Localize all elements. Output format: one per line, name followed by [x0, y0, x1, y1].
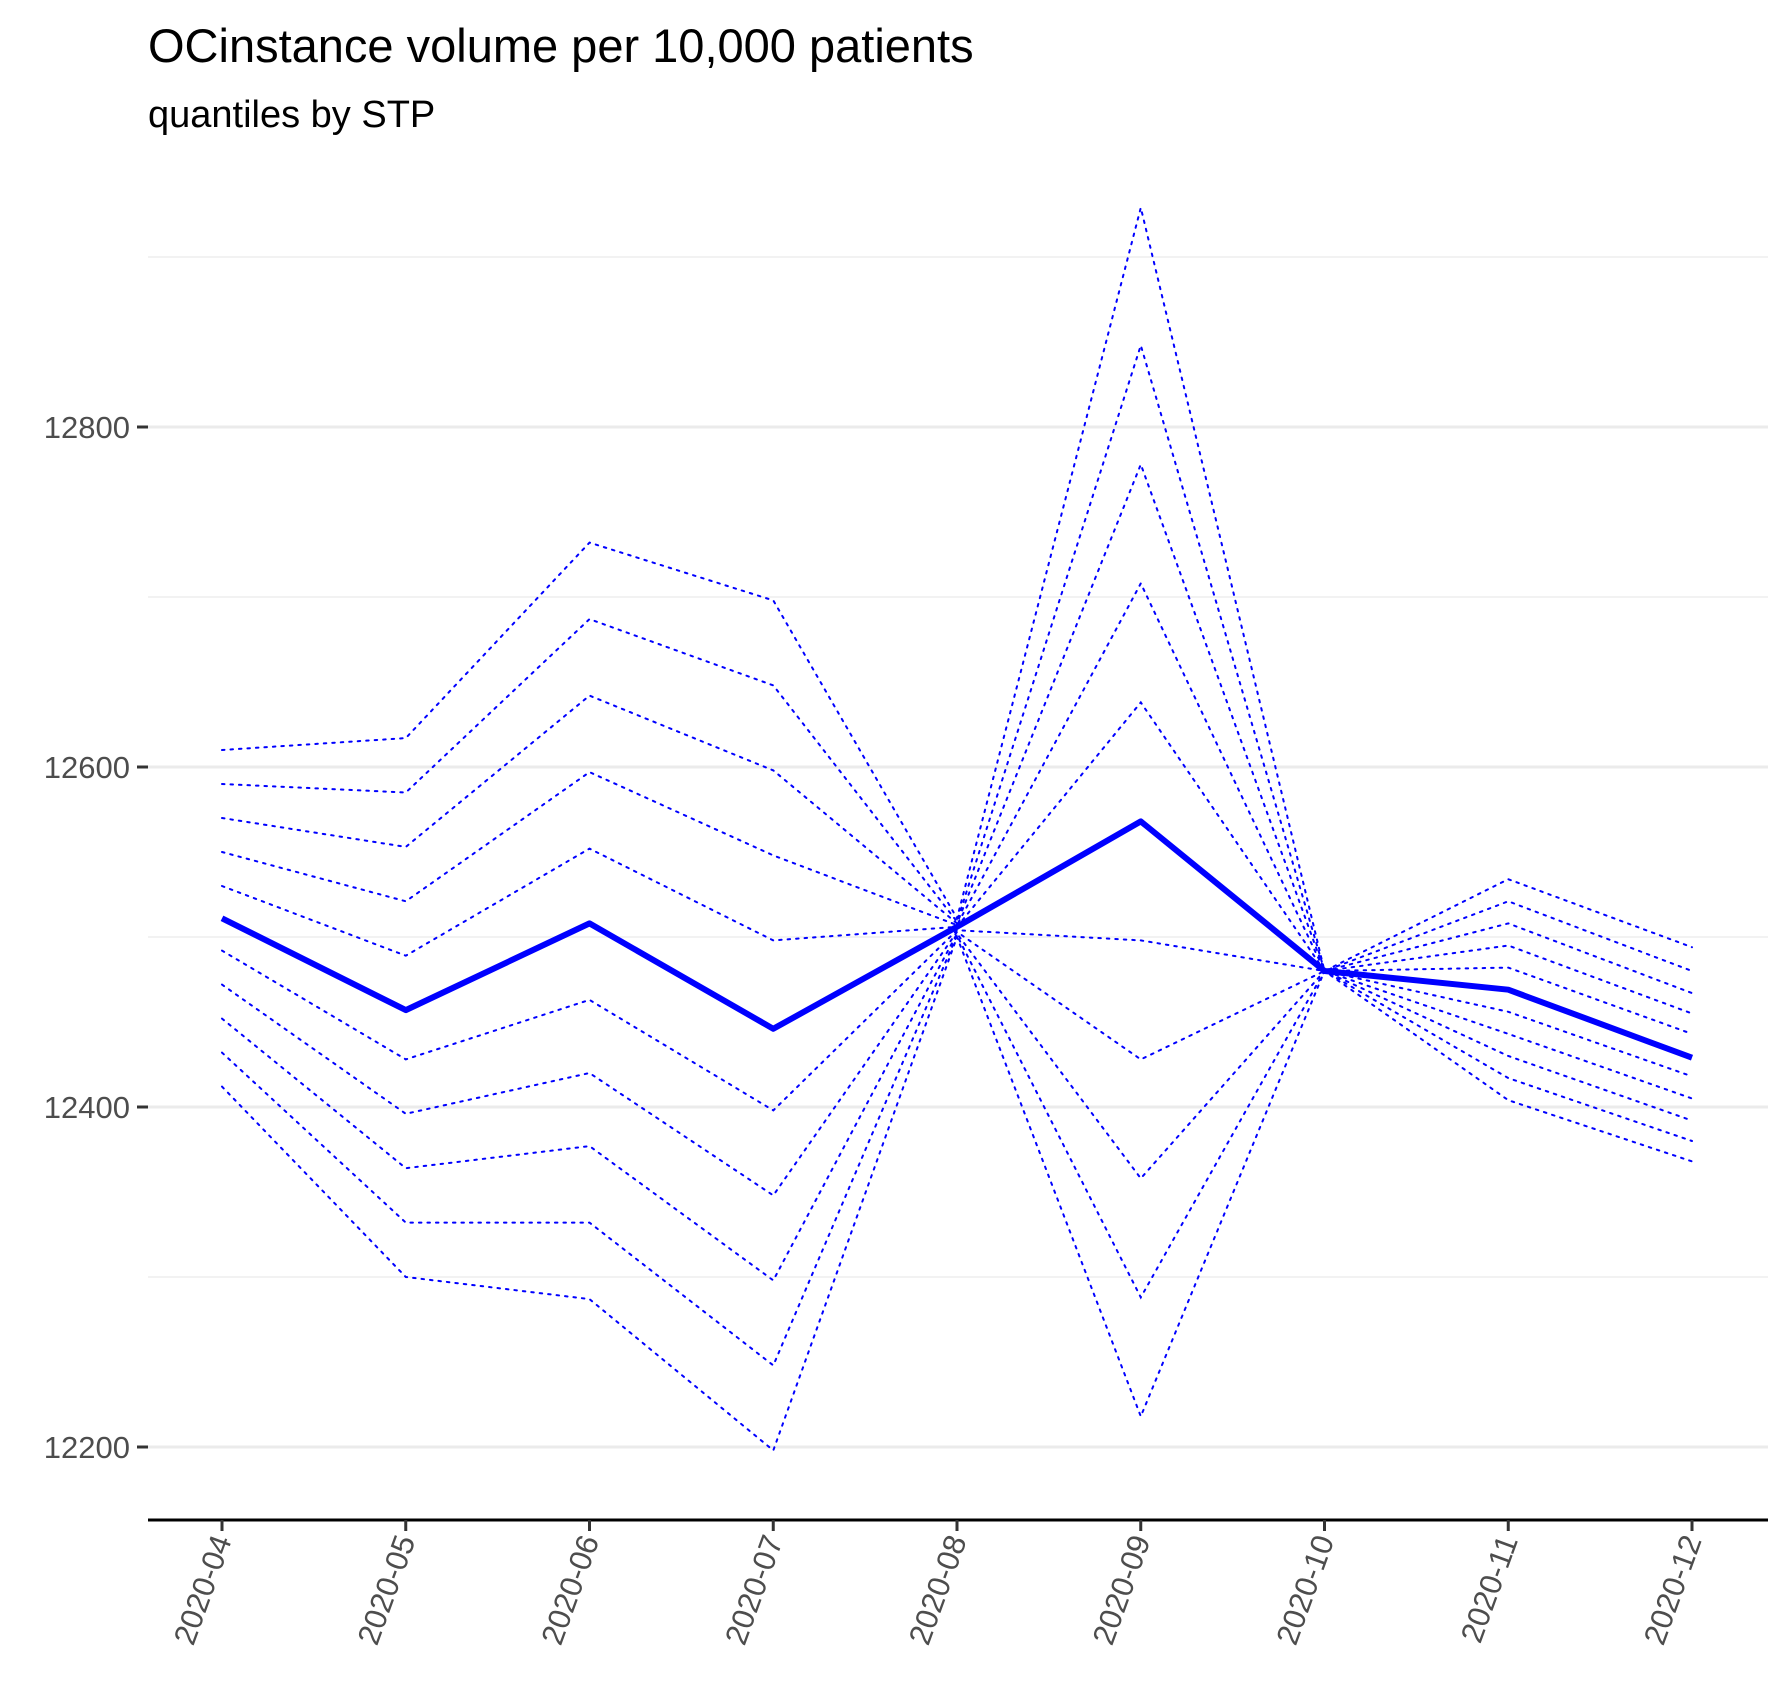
x-tick-label: 2020-04 — [167, 1530, 239, 1649]
grid-lines — [148, 256, 1768, 1449]
chart-subtitle: quantiles by STP — [148, 94, 436, 136]
quantile-line-7 — [221, 930, 1693, 1197]
y-tick-label: 12400 — [44, 1090, 130, 1125]
y-tick-label: 12600 — [44, 750, 130, 785]
chart-title: OCinstance volume per 10,000 patients — [148, 19, 974, 72]
x-tick-label: 2020-10 — [1269, 1530, 1341, 1649]
quantile-line-10 — [221, 934, 1693, 1453]
x-tick-label: 2020-11 — [1454, 1530, 1525, 1647]
axes: 12200 12400 12600 12800 2020-04 2020-05 2020-0… — [44, 410, 1768, 1649]
x-tick-label: 2020-08 — [902, 1530, 974, 1649]
x-tick-label: 2020-09 — [1086, 1530, 1158, 1649]
x-tick-label: 2020-05 — [351, 1530, 423, 1649]
y-tick-label: 12200 — [44, 1430, 130, 1465]
median-series-group — [220, 818, 1694, 1061]
quantile-line-8 — [221, 931, 1693, 1282]
quantile-line-9 — [221, 932, 1693, 1367]
quantile-line-3 — [221, 461, 1693, 995]
quantile-line-1 — [221, 207, 1693, 973]
quantile-line-2 — [221, 341, 1693, 973]
quantile-line-6 — [221, 929, 1693, 1112]
x-tick-label: 2020-12 — [1637, 1530, 1709, 1649]
x-tick-label: 2020-06 — [534, 1530, 606, 1649]
median-line — [220, 818, 1694, 1061]
quantile-series-group — [221, 207, 1693, 1453]
y-tick-label: 12800 — [44, 410, 130, 445]
x-tick-label: 2020-07 — [718, 1530, 790, 1649]
quantile-line-4 — [221, 581, 1693, 1015]
